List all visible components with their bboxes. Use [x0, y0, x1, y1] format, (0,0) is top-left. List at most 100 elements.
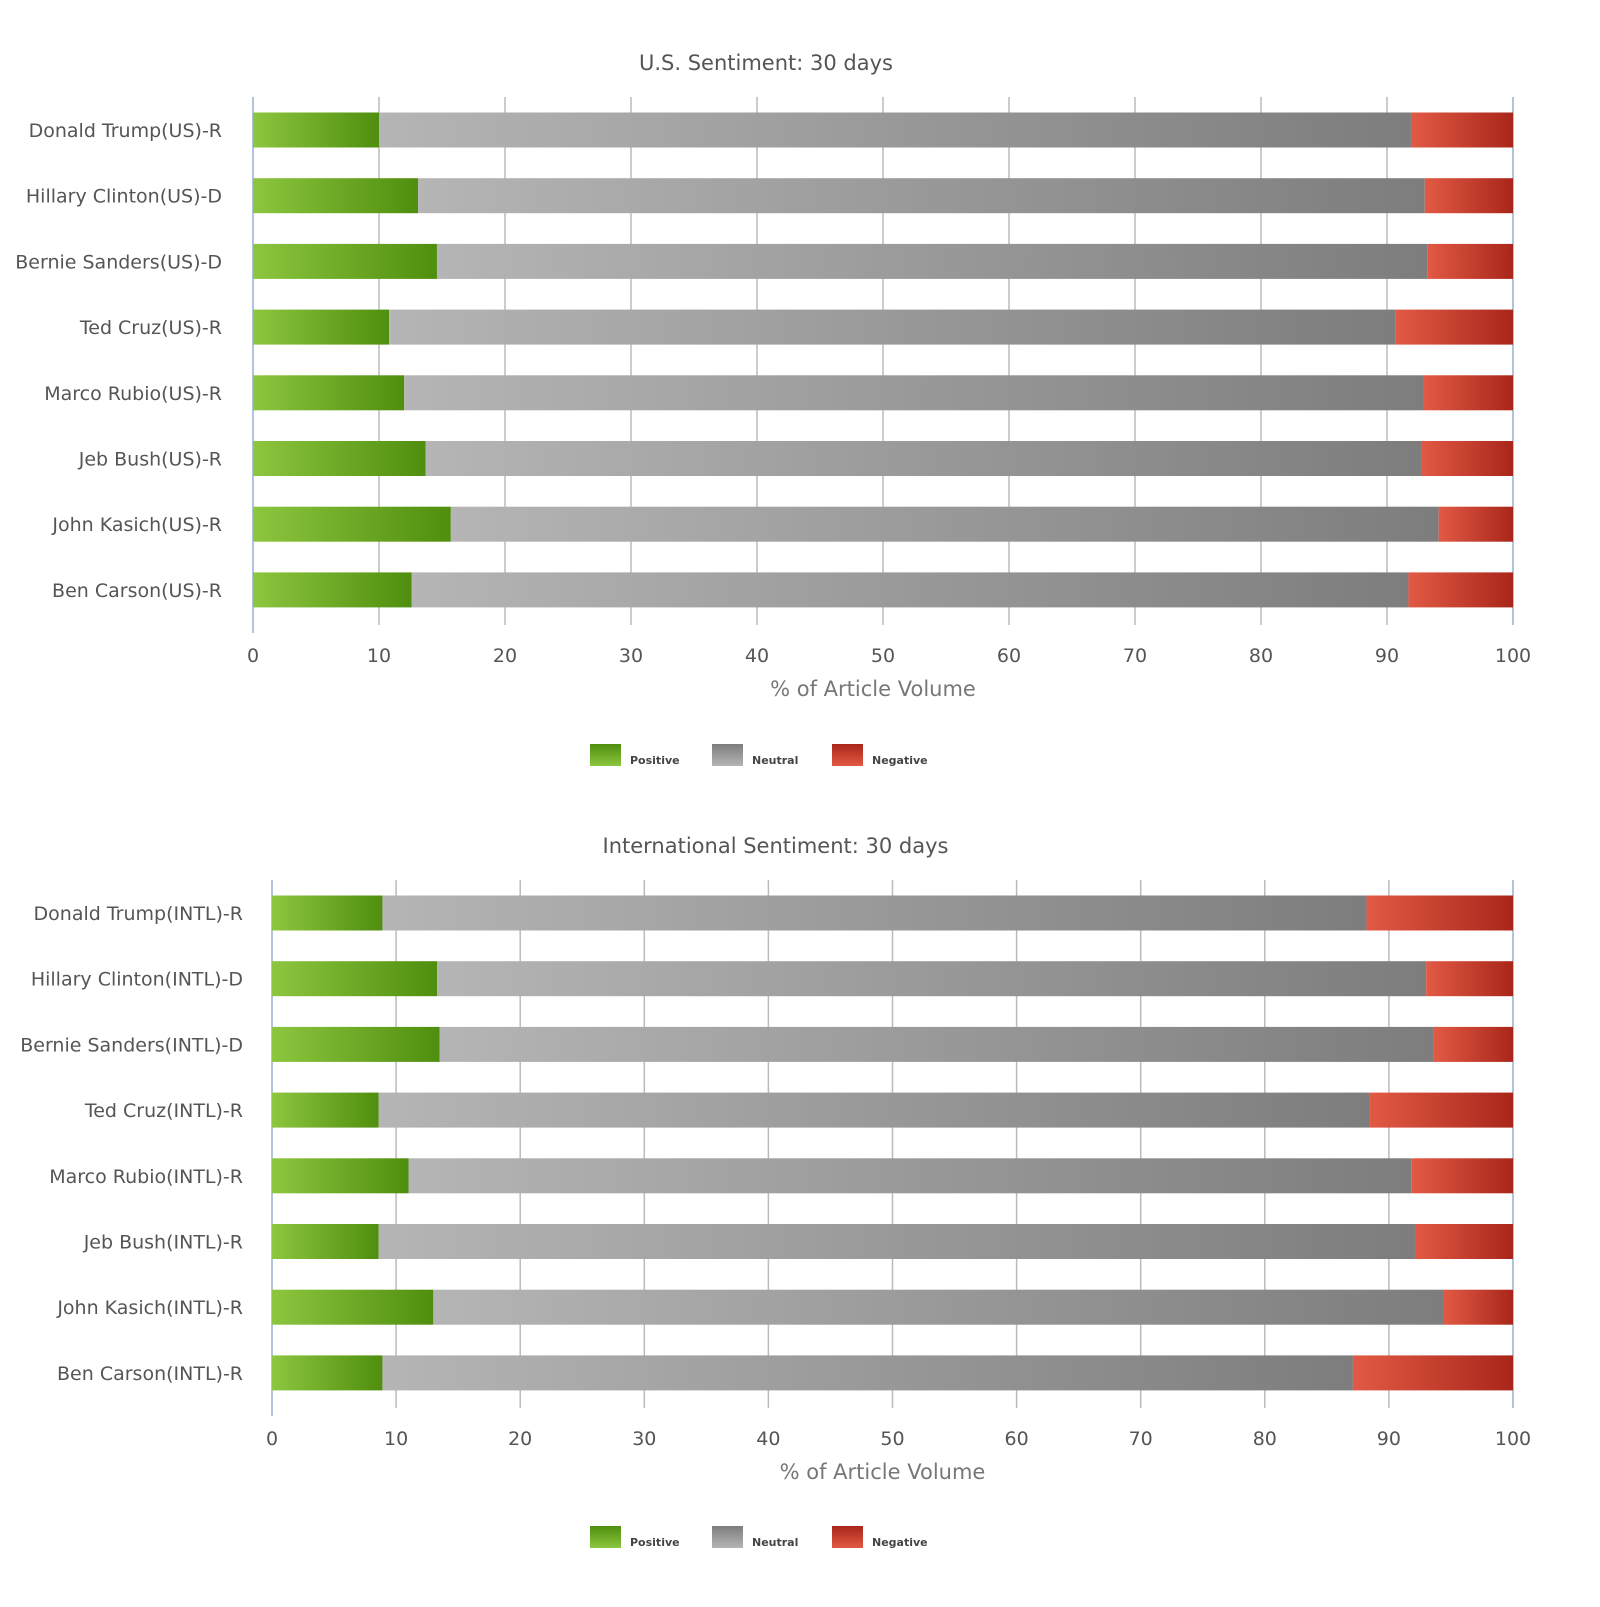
x-tick-label: 70	[1129, 1428, 1153, 1450]
x-tick-label: 0	[266, 1428, 278, 1450]
x-tick-label: 20	[493, 645, 517, 667]
legend-label: Positive	[630, 1536, 680, 1549]
chart-title: U.S. Sentiment: 30 days	[639, 51, 893, 75]
category-label: Donald Trump(INTL)-R	[34, 903, 243, 925]
legend-item-negative[interactable]: Negative	[832, 1526, 928, 1549]
bar-positive	[272, 1289, 434, 1325]
x-tick-label: 50	[871, 645, 895, 667]
bar-neutral	[404, 375, 1424, 411]
chart-title: International Sentiment: 30 days	[603, 834, 949, 858]
legend-swatch	[590, 744, 621, 766]
x-tick-label: 90	[1375, 645, 1399, 667]
x-tick-label: 30	[632, 1428, 656, 1450]
bar-neutral	[382, 895, 1367, 931]
legend-item-positive[interactable]: Positive	[590, 744, 680, 767]
bar-neutral	[425, 441, 1422, 476]
x-tick-label: 100	[1495, 1428, 1531, 1450]
bar-positive	[272, 1224, 379, 1259]
bar-neutral	[378, 1092, 1370, 1128]
bar-positive	[272, 1158, 409, 1194]
bar-negative	[1421, 441, 1513, 476]
bar-positive	[253, 112, 379, 148]
category-label: Marco Rubio(INTL)-R	[49, 1166, 243, 1188]
x-tick-label: 40	[756, 1428, 780, 1450]
bar-neutral	[408, 1158, 1412, 1194]
bar-positive	[253, 243, 437, 279]
x-tick-label: 60	[997, 645, 1021, 667]
bar-neutral	[379, 112, 1411, 148]
bar-negative	[1438, 506, 1513, 542]
legend-item-negative[interactable]: Negative	[832, 744, 928, 767]
legend-item-neutral[interactable]: Neutral	[712, 744, 798, 767]
bar-neutral	[436, 243, 1428, 279]
legend-label: Negative	[872, 1536, 928, 1549]
x-tick-label: 20	[508, 1428, 532, 1450]
legend-item-neutral[interactable]: Neutral	[712, 1526, 798, 1549]
legend-label: Neutral	[752, 1536, 798, 1549]
category-label: John Kasich(US)-R	[51, 514, 222, 536]
legend-swatch	[832, 744, 863, 766]
x-tick-label: 30	[619, 645, 643, 667]
category-label: John Kasich(INTL)-R	[56, 1297, 243, 1319]
legend-swatch	[832, 1526, 863, 1548]
bar-positive	[272, 895, 383, 931]
bar-neutral	[382, 1355, 1353, 1391]
bar-neutral	[439, 1026, 1434, 1062]
bar-positive	[272, 1026, 440, 1062]
category-label: Ted Cruz(US)-R	[79, 317, 222, 339]
bar-positive	[272, 961, 438, 997]
x-tick-label: 80	[1249, 645, 1273, 667]
bar-positive	[272, 1355, 383, 1391]
x-axis-label: % of Article Volume	[780, 1460, 986, 1484]
bar-positive	[253, 309, 390, 345]
category-label: Jeb Bush(INTL)-R	[83, 1232, 243, 1254]
bar-positive	[253, 375, 405, 411]
bar-neutral	[411, 572, 1409, 608]
legend-label: Positive	[630, 754, 680, 767]
category-label: Jeb Bush(US)-R	[78, 449, 222, 471]
bar-negative	[1410, 112, 1513, 148]
bar-positive	[253, 572, 412, 608]
x-tick-label: 90	[1377, 1428, 1401, 1450]
category-label: Ted Cruz(INTL)-R	[84, 1100, 243, 1122]
legend-swatch	[712, 1526, 743, 1548]
category-label: Marco Rubio(US)-R	[44, 383, 222, 405]
bar-negative	[1433, 1026, 1513, 1062]
x-tick-label: 70	[1123, 645, 1147, 667]
bar-negative	[1423, 375, 1513, 411]
bar-negative	[1411, 1158, 1513, 1194]
chart-0: U.S. Sentiment: 30 days 0 10 20 30 40 50 60 70 80…	[15, 51, 1531, 767]
bar-positive	[272, 1092, 379, 1128]
bar-negative	[1424, 178, 1513, 214]
category-label: Ben Carson(INTL)-R	[57, 1363, 243, 1385]
bar-neutral	[378, 1224, 1415, 1259]
category-label: Hillary Clinton(INTL)-D	[31, 969, 243, 991]
x-tick-label: 10	[384, 1428, 408, 1450]
x-axis-label: % of Article Volume	[770, 677, 976, 701]
legend-item-positive[interactable]: Positive	[590, 1526, 680, 1549]
category-label: Bernie Sanders(INTL)-D	[20, 1034, 243, 1056]
bar-negative	[1366, 895, 1513, 931]
x-tick-label: 50	[880, 1428, 904, 1450]
bar-negative	[1443, 1289, 1513, 1325]
chart-1: International Sentiment: 30 days 0 10 20 30 4…	[20, 834, 1531, 1549]
bar-neutral	[433, 1289, 1444, 1325]
bar-negative	[1426, 961, 1513, 997]
bar-positive	[253, 506, 451, 542]
category-label: Bernie Sanders(US)-D	[15, 251, 222, 273]
bar-positive	[253, 178, 419, 214]
category-label: Hillary Clinton(US)-D	[26, 186, 222, 208]
legend-swatch	[590, 1526, 621, 1548]
x-tick-label: 0	[247, 645, 259, 667]
bar-negative	[1352, 1355, 1513, 1391]
bar-negative	[1414, 1224, 1513, 1259]
category-label: Donald Trump(US)-R	[29, 120, 222, 142]
bar-negative	[1395, 309, 1513, 345]
bar-negative	[1369, 1092, 1513, 1128]
bar-negative	[1408, 572, 1513, 608]
x-tick-label: 80	[1253, 1428, 1277, 1450]
x-tick-label: 10	[367, 645, 391, 667]
legend-swatch	[712, 744, 743, 766]
bar-positive	[253, 441, 426, 476]
